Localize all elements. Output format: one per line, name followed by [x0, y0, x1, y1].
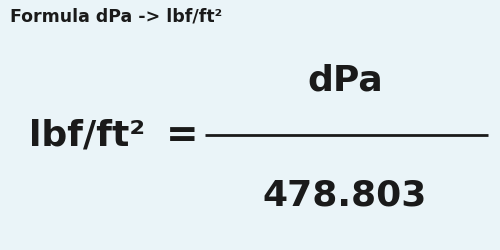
Text: lbf/ft²: lbf/ft² [30, 118, 146, 152]
Text: =: = [166, 116, 199, 154]
Text: Formula dPa -> lbf/ft²: Formula dPa -> lbf/ft² [10, 8, 222, 26]
Text: 478.803: 478.803 [263, 178, 427, 212]
Text: dPa: dPa [307, 63, 383, 97]
